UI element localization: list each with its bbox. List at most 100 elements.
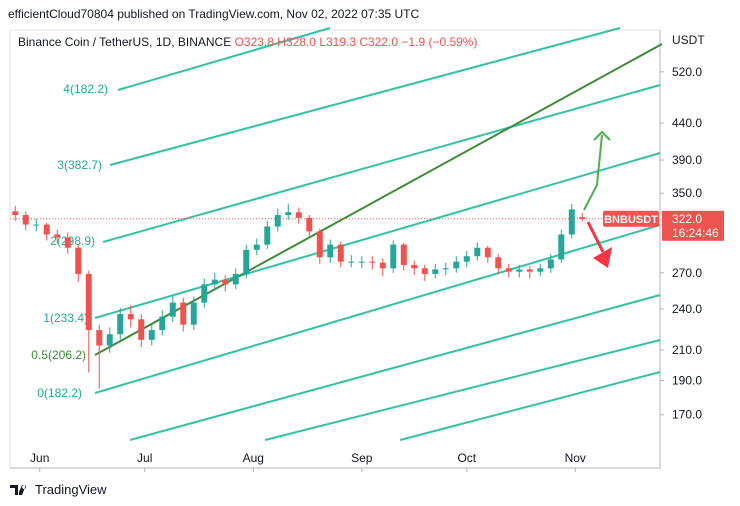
up-arrow [583, 134, 603, 211]
x-tick-label: Jun [30, 451, 49, 465]
candle-body [201, 284, 208, 303]
fib-label: 0.5(206.2) [31, 348, 86, 362]
candle-body [505, 268, 512, 272]
fib-label: 1(233.4) [43, 311, 88, 325]
fib-line [117, 27, 331, 91]
y-tick-label: 170.0 [672, 408, 702, 422]
y-tick-label: 440.0 [672, 116, 702, 130]
down-arrow-head [593, 247, 612, 268]
low: L319.3 [319, 35, 357, 49]
fib-channel [94, 27, 661, 441]
fib-line [129, 294, 661, 441]
y-tick-label: 240.0 [672, 302, 702, 316]
candle-body [106, 334, 113, 346]
candle-body [169, 302, 176, 317]
up-arrow-head [593, 130, 611, 141]
y-tick-label: 210.0 [672, 343, 702, 357]
open: O323.8 [234, 35, 274, 49]
candle-body [190, 302, 197, 325]
symbol: Binance Coin / TetherUS, 1D, BINANCE [18, 35, 232, 49]
ohlc: O323.8 H328.0 L319.3 C322.0 −1.9 (−0.59%… [235, 35, 478, 49]
candle-body [558, 234, 565, 260]
candle-body [33, 224, 40, 226]
ticker-tag-box [603, 210, 659, 227]
candle-body [316, 231, 323, 258]
candle-body [463, 256, 470, 262]
close: C322.0 [359, 35, 399, 49]
candle-body [337, 244, 344, 262]
candles [12, 203, 586, 389]
price-label: 322.0 [672, 212, 702, 226]
candle-body [43, 224, 50, 235]
price-box [662, 210, 724, 241]
x-tick-label: Sep [351, 451, 373, 465]
y-axis-label: USDT [672, 33, 705, 47]
candle-body [442, 268, 449, 270]
fib-label: 4(182.2) [63, 82, 108, 96]
candle-body [526, 269, 533, 272]
candle-body [411, 264, 418, 269]
fib-labels: 4(182.2) 3(382.7) 2(298.9) 1(233.4) 0.5(… [31, 82, 108, 400]
candle-body [232, 273, 239, 285]
brand: TradingView [35, 482, 107, 497]
candle-body [432, 269, 439, 274]
fib-line [102, 84, 661, 243]
candle-body [379, 262, 386, 269]
y-tick-label: 190.0 [672, 374, 702, 388]
candle-body [222, 279, 229, 285]
candle-body [127, 314, 134, 320]
candle-body [180, 302, 187, 325]
fib-label: 2(298.9) [50, 234, 95, 248]
candle-body [285, 212, 292, 216]
x-tick-label: Nov [565, 451, 586, 465]
fib-label: 0(182.2) [37, 386, 82, 400]
candle-body [64, 237, 71, 248]
candle-body [211, 279, 218, 285]
candle-body [579, 217, 586, 219]
countdown: 16:24:46 [672, 226, 719, 240]
candle-body [96, 330, 103, 346]
candle-body [306, 217, 313, 232]
candle-body [421, 268, 428, 274]
y-tick-label: 520.0 [672, 65, 702, 79]
y-tick-label: 270.0 [672, 266, 702, 280]
candle-body [138, 319, 145, 340]
fib-line [94, 224, 661, 394]
candle-body [148, 330, 155, 340]
candle-body [390, 244, 397, 269]
candle-body [85, 273, 92, 331]
candle-body [243, 249, 250, 274]
y-tick-label: 350.0 [672, 186, 702, 200]
high: H328.0 [277, 35, 316, 49]
candle-body [159, 316, 166, 331]
candle-body [75, 247, 82, 274]
x-tick-label: Jul [137, 451, 152, 465]
fib-label: 3(382.7) [57, 158, 102, 172]
x-tick-label: Oct [457, 451, 476, 465]
trend-line [94, 43, 663, 356]
fib-line [94, 152, 661, 319]
chart-header: Binance Coin / TetherUS, 1D, BINANCE O32… [18, 35, 477, 49]
candle-body [484, 247, 491, 258]
candle-body [327, 244, 334, 258]
fib-line [264, 339, 661, 441]
candle-body [348, 261, 355, 263]
candle-body [400, 244, 407, 265]
candle-body [495, 257, 502, 269]
candle-body [474, 247, 481, 257]
footer: TradingView [10, 482, 107, 497]
ticker-tag: BNBUSDT [604, 214, 658, 226]
fib-line [109, 27, 621, 166]
candle-body [537, 268, 544, 272]
candle-body [264, 226, 271, 245]
candle-body [358, 261, 365, 263]
candle-body [54, 234, 61, 238]
candle-body [253, 244, 260, 250]
candle-body [369, 261, 376, 263]
y-tick-label: 390.0 [672, 153, 702, 167]
candle-body [453, 261, 460, 269]
candle-body [547, 259, 554, 269]
candle-body [295, 212, 302, 218]
